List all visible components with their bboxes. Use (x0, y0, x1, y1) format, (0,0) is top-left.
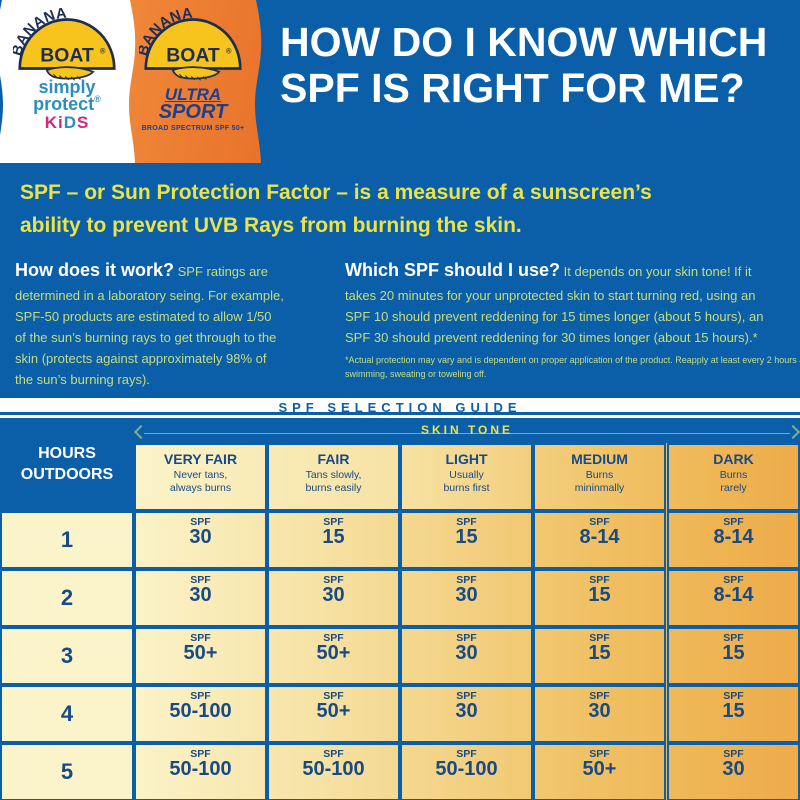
svg-text:®: ® (226, 46, 232, 55)
svg-text:BOAT: BOAT (166, 45, 220, 67)
svg-text:BOAT: BOAT (40, 45, 94, 67)
svg-text:®: ® (100, 46, 106, 55)
